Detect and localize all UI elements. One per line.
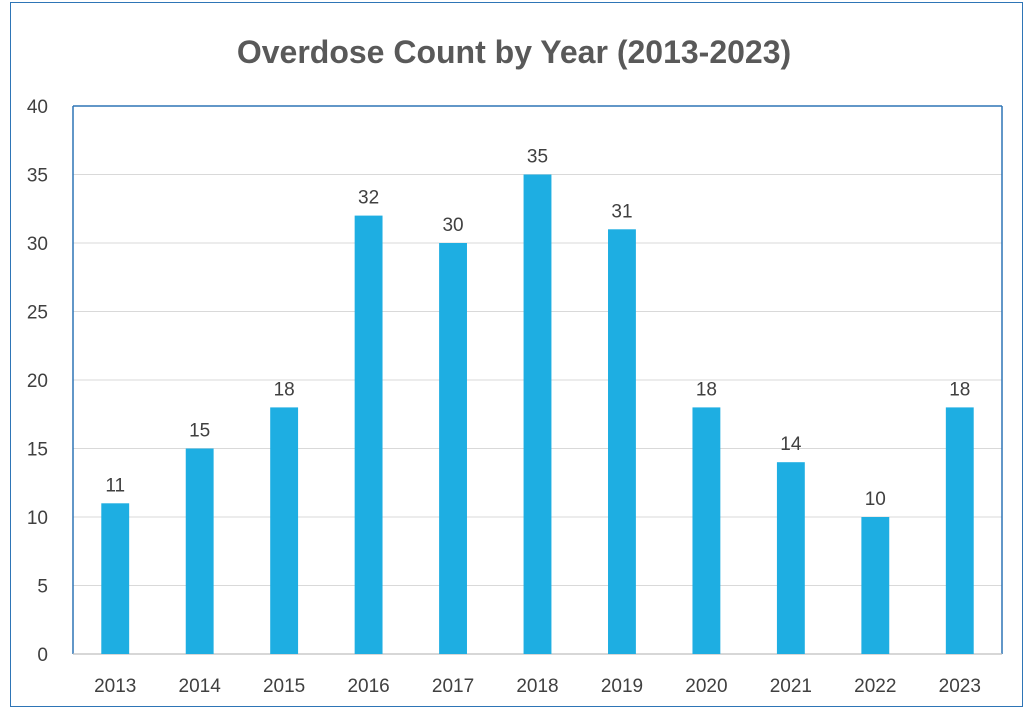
bar-2023	[945, 407, 974, 654]
x-tick-label: 2019	[601, 676, 643, 697]
data-label-2019: 31	[611, 201, 632, 222]
data-label-2014: 15	[189, 421, 210, 442]
bar-2018	[523, 174, 552, 654]
y-tick-label: 5	[37, 577, 48, 598]
data-label-2017: 30	[442, 215, 463, 236]
bars	[101, 174, 974, 655]
bar-2022	[861, 517, 890, 654]
x-tick-label: 2018	[516, 676, 558, 697]
data-labels: 11 15 18 32 30 35 31 18 14 10 18	[105, 147, 970, 511]
y-tick-label: 0	[37, 645, 48, 666]
x-tick-label: 2023	[939, 676, 981, 697]
x-tick-label: 2014	[179, 676, 222, 697]
x-tick-label: 2015	[263, 676, 305, 697]
data-label-2021: 14	[780, 434, 802, 455]
x-tick-label: 2022	[854, 676, 896, 697]
chart-title: Overdose Count by Year (2013-2023)	[236, 34, 792, 70]
bar-2015	[270, 407, 299, 654]
y-tick-label: 10	[27, 508, 48, 529]
y-tick-label: 30	[27, 234, 48, 255]
bar-2021	[776, 462, 805, 654]
y-tick-label: 25	[27, 303, 48, 324]
bar-2020	[692, 407, 721, 654]
data-label-2022: 10	[865, 489, 886, 510]
chart-frame	[10, 2, 1023, 707]
data-label-2018: 35	[527, 147, 548, 168]
bar-2014	[185, 448, 214, 654]
data-label-2023: 18	[949, 379, 970, 400]
bar-2019	[608, 229, 636, 655]
x-tick-label: 2013	[94, 676, 136, 697]
bar-2017	[439, 243, 467, 654]
y-tick-label: 40	[27, 97, 48, 118]
bar-2013	[101, 503, 130, 654]
x-tick-label: 2020	[685, 676, 727, 697]
bar-2016	[354, 215, 383, 654]
x-tick-label: 2016	[347, 676, 389, 697]
data-label-2016: 32	[358, 188, 379, 209]
x-tick-label: 2021	[770, 676, 812, 697]
y-tick-label: 15	[27, 440, 48, 461]
data-label-2013: 11	[105, 475, 125, 496]
x-axis-ticks: 2013 2014 2015 2016 2017 2018 2019 2020 2021 2022…	[94, 676, 981, 697]
y-tick-label: 35	[27, 166, 48, 187]
x-tick-label: 2017	[432, 676, 474, 697]
y-tick-label: 20	[27, 371, 48, 392]
data-label-2020: 18	[696, 379, 717, 400]
data-label-2015: 18	[274, 379, 295, 400]
y-axis-ticks: 0 5 10 15 20 25 30 35 40	[27, 97, 48, 666]
